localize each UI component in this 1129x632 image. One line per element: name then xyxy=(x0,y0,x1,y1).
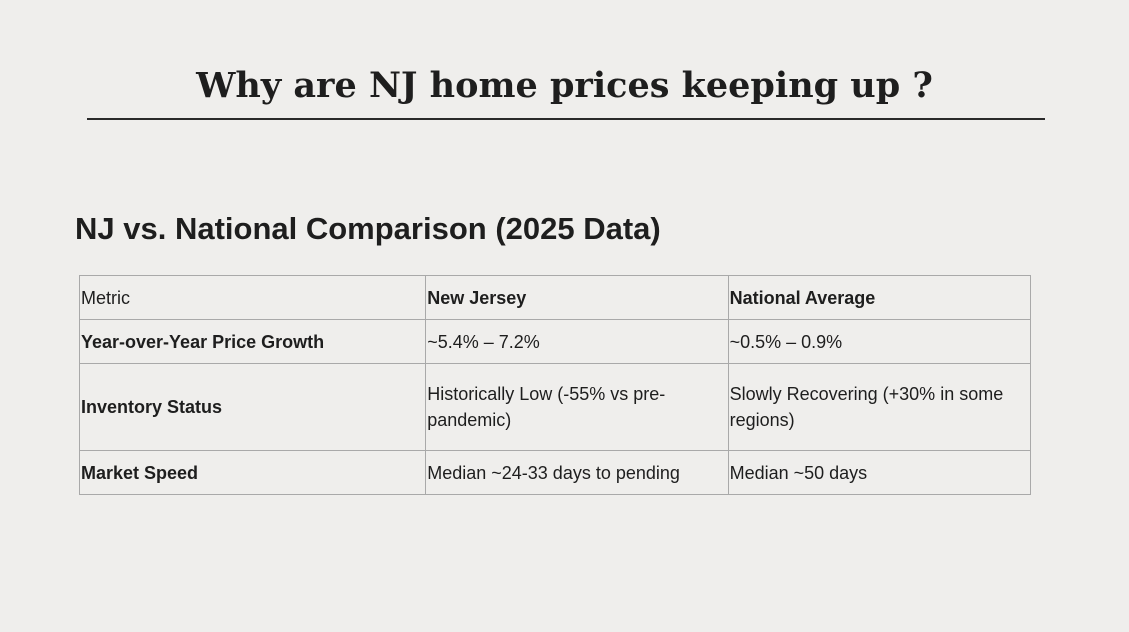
table-row: Inventory Status Historically Low (-55% … xyxy=(78,363,1032,451)
national-cell: Median ~50 days xyxy=(727,450,1032,495)
header-national-average: National Average xyxy=(727,275,1032,320)
national-cell: Slowly Recovering (+30% in some regions) xyxy=(727,363,1032,451)
national-cell: ~0.5% – 0.9% xyxy=(727,319,1032,364)
new-jersey-cell: Historically Low (-55% vs pre-pandemic) xyxy=(425,363,729,451)
new-jersey-cell: Median ~24-33 days to pending xyxy=(425,450,729,495)
header-new-jersey: New Jersey xyxy=(425,275,729,320)
section-heading: NJ vs. National Comparison (2025 Data) xyxy=(75,211,661,246)
metric-cell: Market Speed xyxy=(78,450,427,495)
title-divider xyxy=(87,118,1045,120)
table-header-row: Metric New Jersey National Average xyxy=(78,275,1032,320)
metric-cell: Inventory Status xyxy=(78,363,427,451)
metric-cell: Year-over-Year Price Growth xyxy=(78,319,427,364)
new-jersey-cell: ~5.4% – 7.2% xyxy=(425,319,729,364)
comparison-table: Metric New Jersey National Average Year-… xyxy=(78,275,1032,495)
slide-title: Why are NJ home prices keeping up ? xyxy=(196,65,933,106)
table-row: Market Speed Median ~24-33 days to pendi… xyxy=(78,450,1032,495)
table-row: Year-over-Year Price Growth ~5.4% – 7.2%… xyxy=(78,319,1032,364)
header-metric: Metric xyxy=(78,275,427,320)
